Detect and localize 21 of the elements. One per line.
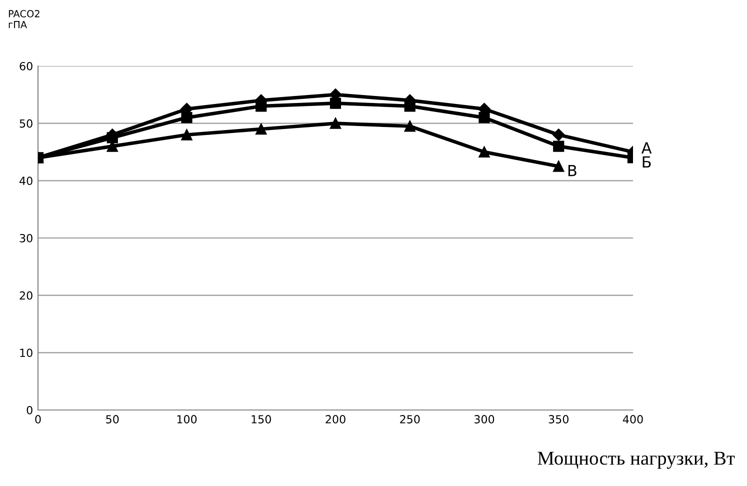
y-tick-label: 0: [26, 406, 32, 414]
series-label: А: [641, 142, 652, 154]
y-tick-label: 10: [20, 348, 32, 358]
x-tick-label: 50: [106, 415, 119, 424]
x-tick-label: 350: [548, 415, 568, 424]
y-axis-title: PACO2 гПА: [8, 10, 40, 28]
y-tick-label: 40: [20, 176, 32, 186]
y-tick-label: 50: [20, 119, 32, 128]
x-tick-label: 400: [622, 415, 643, 424]
series-label: Б: [642, 156, 651, 168]
x-tick-label: 150: [252, 415, 271, 424]
x-tick-label: 0: [35, 415, 41, 424]
series-label: В: [568, 164, 576, 176]
y-tick-label: 30: [20, 234, 32, 242]
x-tick-label: 300: [474, 415, 494, 424]
y-tick-label: 60: [20, 62, 32, 70]
x-axis-title: Мощность нагрузки, Вт: [538, 452, 735, 469]
y-tick-label: 20: [20, 291, 32, 300]
x-tick-label: 200: [326, 415, 346, 424]
x-tick-label: 250: [400, 415, 420, 424]
x-tick-label: 100: [177, 415, 197, 424]
